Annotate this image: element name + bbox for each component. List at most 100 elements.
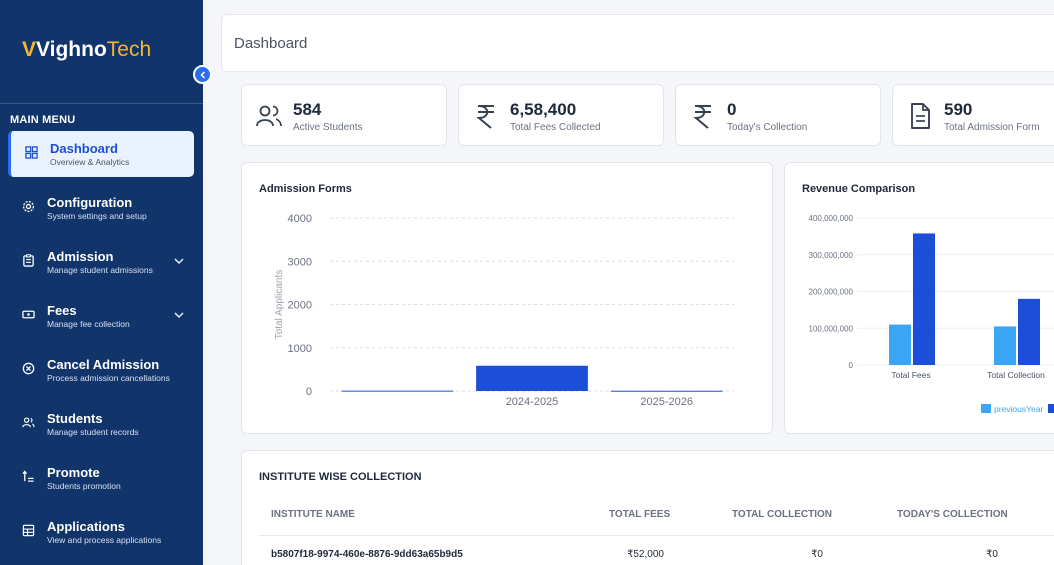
- table-icon: [14, 524, 42, 540]
- stat-card-total-admission-form: 590 Total Admission Form: [892, 84, 1054, 146]
- table-title: INSTITUTE WISE COLLECTION: [259, 471, 422, 483]
- admission-forms-panel: Admission Forms 0 1000 2000 3000 4000 Total A…: [241, 162, 773, 434]
- gear-icon: [14, 200, 42, 216]
- sidebar-collapse-button[interactable]: [193, 65, 212, 84]
- column-header-todays-collection[interactable]: TODAY'S COLLECTION: [897, 509, 1008, 520]
- page-header: Dashboard: [221, 14, 1054, 72]
- stat-label: Total Fees Collected: [510, 122, 601, 133]
- sidebar-item-title: Configuration: [47, 194, 133, 210]
- sidebar-item-subtitle: Process admission cancellations: [47, 372, 170, 383]
- brand-logo[interactable]: VVighnoTech: [22, 38, 151, 62]
- stat-card-todays-collection: 0 Today's Collection: [675, 84, 881, 146]
- sidebar-item-title: Admission: [47, 248, 114, 264]
- column-header-total-fees[interactable]: TOTAL FEES: [609, 509, 671, 520]
- logo-name-part2: Tech: [106, 38, 152, 61]
- y-axis-label: Total Applicants: [274, 270, 285, 340]
- chevron-down-icon[interactable]: [174, 257, 184, 268]
- revenue-comparison-chart: 0 100,000,000 200,000,000 300,000,000 400,00…: [809, 214, 1054, 414]
- sidebar-item-subtitle: Manage student records: [47, 426, 139, 437]
- sidebar-item-subtitle: Students promotion: [47, 480, 121, 491]
- sidebar-item-subtitle: Manage student admissions: [47, 264, 153, 275]
- chart-title: Admission Forms: [259, 183, 352, 195]
- document-icon: [905, 101, 935, 131]
- stat-value: 6,58,400: [510, 100, 577, 119]
- legend-swatch: [981, 404, 991, 413]
- sidebar-item-cancel-admission[interactable]: Cancel Admission Process admission cance…: [8, 347, 194, 393]
- bar: [913, 233, 935, 365]
- table-header-divider: [259, 535, 1054, 536]
- page-title: Dashboard: [234, 35, 308, 52]
- y-tick-label: 2000: [288, 300, 312, 312]
- stat-value: 0: [727, 100, 737, 119]
- sidebar-item-subtitle: System settings and setup: [47, 210, 147, 221]
- clipboard-icon: [14, 254, 42, 270]
- y-tick-label: 100,000,000: [809, 324, 854, 333]
- stat-label: Active Students: [293, 122, 363, 133]
- sidebar-item-subtitle: Manage fee collection: [47, 318, 130, 329]
- sidebar-item-subtitle: Overview & Analytics: [50, 156, 130, 167]
- cell-todays-collection: ₹0: [986, 549, 998, 560]
- bar: [610, 390, 723, 392]
- stat-value: 590: [944, 100, 973, 119]
- bar: [476, 365, 588, 391]
- users-icon: [14, 416, 42, 432]
- sidebar-item-fees[interactable]: Fees Manage fee collection: [8, 293, 194, 339]
- banknote-icon: [14, 308, 42, 324]
- sidebar-item-title: Applications: [47, 518, 126, 534]
- cell-total-fees: ₹52,000: [627, 549, 664, 560]
- menu-heading: MAIN MENU: [10, 114, 76, 126]
- sidebar-item-students[interactable]: Students Manage student records: [8, 401, 194, 447]
- y-tick-label: 200,000,000: [809, 288, 854, 297]
- sidebar: VVighnoTech MAIN MENU Dashboard Overview…: [0, 0, 203, 565]
- column-header-institute-name[interactable]: INSTITUTE NAME: [271, 509, 355, 520]
- sidebar-item-title: Fees: [47, 302, 77, 318]
- admission-forms-chart: 0 1000 2000 3000 4000 Total Applicants 2024-20…: [274, 213, 734, 408]
- sidebar-item-title: Students: [47, 410, 103, 426]
- users-icon: [254, 101, 284, 131]
- sidebar-item-title: Dashboard: [50, 140, 118, 156]
- y-tick-label: 0: [306, 386, 312, 398]
- column-header-total-collection[interactable]: TOTAL COLLECTION: [732, 509, 832, 520]
- legend-label: previousYear: [994, 404, 1043, 414]
- rupee-icon: [688, 101, 718, 131]
- bar: [1018, 298, 1040, 365]
- cell-institute-name: b5807f18-9974-460e-8876-9dd63a65b9d5: [271, 549, 463, 560]
- sidebar-item-subtitle: View and process applications: [47, 534, 162, 545]
- chevron-left-icon: [199, 70, 205, 79]
- menu-divider: [0, 103, 203, 104]
- sidebar-item-applications[interactable]: Applications View and process applicatio…: [8, 509, 194, 555]
- x-tick-label: Total Collection: [987, 370, 1045, 380]
- stat-label: Today's Collection: [727, 122, 808, 133]
- cell-total-collection: ₹0: [811, 549, 823, 560]
- sidebar-item-title: Promote: [47, 464, 100, 480]
- y-tick-label: 300,000,000: [809, 251, 854, 260]
- stat-card-total-fees: 6,58,400 Total Fees Collected: [458, 84, 664, 146]
- y-tick-label: 1000: [288, 343, 312, 355]
- y-tick-label: 3000: [288, 256, 312, 268]
- sidebar-item-promote[interactable]: Promote Students promotion: [8, 455, 194, 501]
- x-tick-label: Total Fees: [891, 370, 930, 380]
- bar: [341, 390, 454, 392]
- x-tick-label: 2025-2026: [640, 396, 693, 408]
- x-tick-label: 2024-2025: [506, 396, 559, 408]
- chevron-down-icon[interactable]: [174, 311, 184, 322]
- promote-icon: [14, 470, 42, 486]
- stat-card-active-students: 584 Active Students: [241, 84, 447, 146]
- sidebar-item-title: Cancel Admission: [47, 356, 160, 372]
- rupee-icon: [471, 101, 501, 131]
- y-tick-label: 400,000,000: [809, 214, 854, 223]
- x-circle-icon: [14, 362, 42, 378]
- sidebar-item-configuration[interactable]: Configuration System settings and setup: [8, 185, 194, 231]
- logo-name-part1: Vighno: [36, 38, 107, 61]
- chart-title: Revenue Comparison: [802, 183, 916, 195]
- legend-swatch: [1048, 404, 1054, 413]
- logo-mark: V: [22, 38, 37, 61]
- institute-collection-panel: INSTITUTE WISE COLLECTION INSTITUTE NAME…: [241, 450, 1054, 565]
- grid-icon: [17, 146, 45, 162]
- y-tick-label: 4000: [288, 213, 312, 225]
- revenue-comparison-panel: Revenue Comparison 0 100,000,000 200,000,0…: [784, 162, 1054, 434]
- bar: [994, 326, 1016, 365]
- sidebar-item-admission[interactable]: Admission Manage student admissions: [8, 239, 194, 285]
- sidebar-item-dashboard[interactable]: Dashboard Overview & Analytics: [8, 131, 194, 177]
- stat-value: 584: [293, 100, 322, 119]
